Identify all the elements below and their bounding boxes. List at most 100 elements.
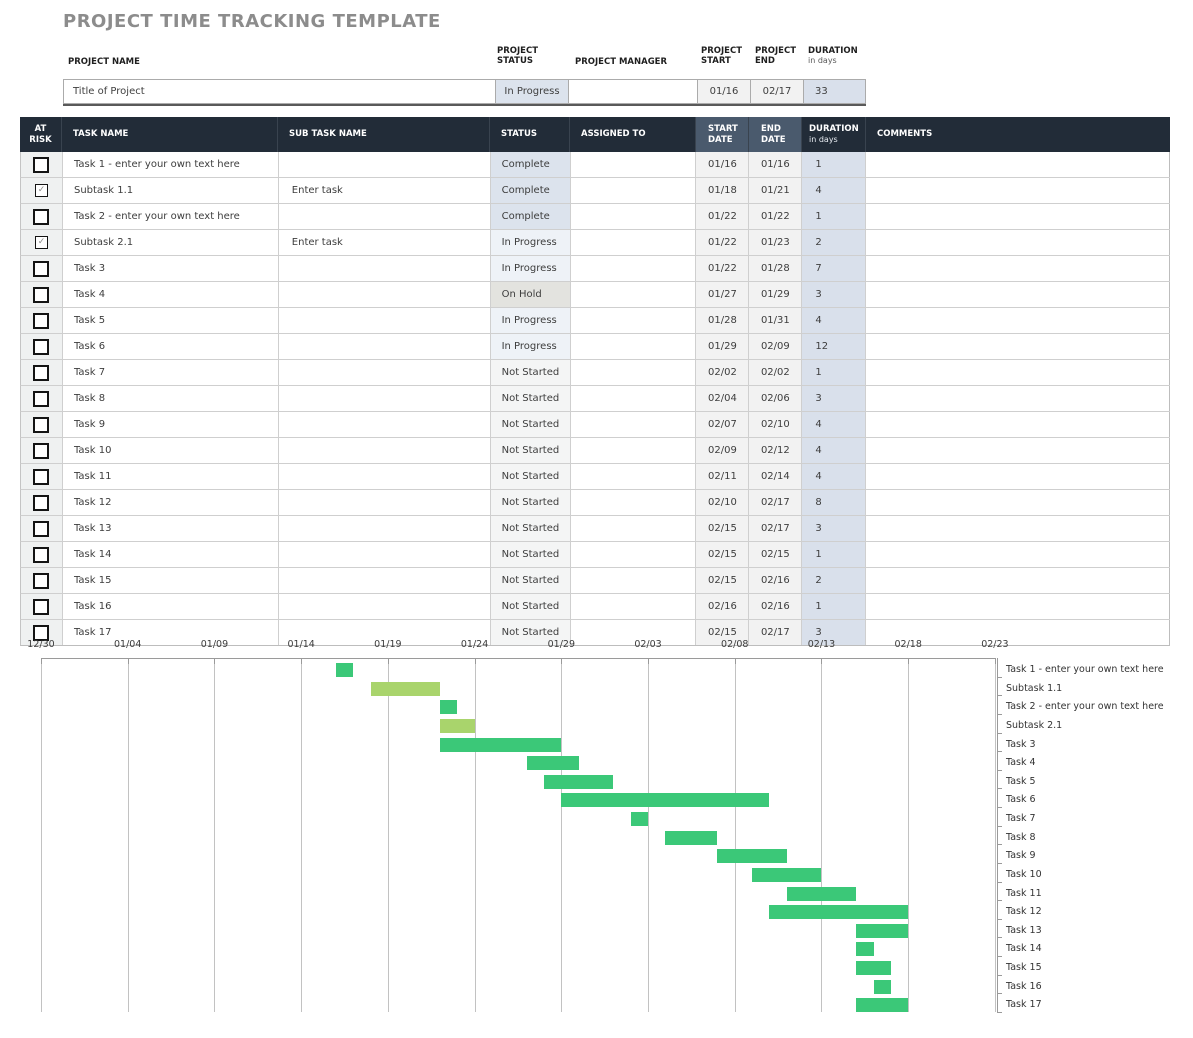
status-cell: Complete bbox=[490, 152, 571, 177]
comments-cell bbox=[866, 386, 1170, 411]
axis-tick-mark bbox=[475, 658, 476, 664]
gantt-bar bbox=[335, 663, 354, 677]
at-risk-checkbox[interactable] bbox=[33, 260, 50, 277]
start-date-cell: 01/22 bbox=[696, 256, 750, 281]
comments-cell bbox=[866, 152, 1170, 177]
axis-tick-label: 02/03 bbox=[634, 639, 662, 650]
task-name-cell: Task 6 bbox=[62, 334, 279, 359]
status-cell: Not Started bbox=[490, 620, 571, 645]
column-header-assigned-to: ASSIGNED TO bbox=[570, 117, 696, 152]
at-risk-checkbox[interactable] bbox=[33, 208, 50, 225]
start-date-cell: 01/16 bbox=[696, 152, 750, 177]
at-risk-checkbox[interactable] bbox=[33, 442, 50, 459]
at-risk-checkbox[interactable]: ✓ bbox=[34, 184, 48, 197]
comments-cell bbox=[866, 594, 1170, 619]
at-risk-checkbox[interactable] bbox=[33, 546, 50, 563]
status-cell: Complete bbox=[490, 178, 571, 203]
sub-task-name-cell bbox=[278, 412, 491, 437]
task-name-cell: Task 10 bbox=[62, 438, 279, 463]
gantt-bar bbox=[873, 979, 891, 994]
at-risk-cell: ✓ bbox=[21, 230, 63, 255]
sub-task-name-cell bbox=[278, 282, 491, 307]
end-date-cell: 01/29 bbox=[749, 282, 803, 307]
project-start-field[interactable]: 01/16 bbox=[697, 79, 750, 104]
end-date-cell: 02/15 bbox=[749, 542, 803, 567]
at-risk-checkbox[interactable] bbox=[33, 364, 50, 381]
task-name-cell: Task 14 bbox=[62, 542, 279, 567]
gantt-row-label: Task 12 bbox=[1006, 906, 1042, 918]
task-name-cell: Task 9 bbox=[62, 412, 279, 437]
gantt-label-tick-mark bbox=[997, 770, 1002, 771]
sub-task-name-cell bbox=[278, 490, 491, 515]
at-risk-cell bbox=[21, 282, 63, 307]
duration-cell: 3 bbox=[802, 620, 867, 645]
gantt-bar bbox=[752, 867, 822, 882]
gantt-label-tick-mark bbox=[997, 863, 1002, 864]
end-date-cell: 01/22 bbox=[749, 204, 803, 229]
project-end-field[interactable]: 02/17 bbox=[750, 79, 803, 104]
gantt-bar bbox=[769, 905, 909, 920]
at-risk-checkbox[interactable] bbox=[33, 468, 50, 485]
column-header-start-date: START DATE bbox=[696, 117, 749, 152]
table-row: Task 10 Not Started 02/09 02/12 4 bbox=[20, 438, 1170, 464]
at-risk-checkbox[interactable] bbox=[33, 624, 50, 641]
at-risk-checkbox[interactable]: ✓ bbox=[34, 236, 48, 249]
duration-header-sublabel: in days bbox=[809, 134, 838, 144]
gantt-row-label: Task 9 bbox=[1006, 850, 1036, 862]
assigned-to-cell bbox=[570, 620, 697, 645]
gantt-row-label: Subtask 2.1 bbox=[1006, 719, 1063, 731]
project-status-field[interactable]: In Progress bbox=[495, 79, 568, 104]
gantt-row-label: Task 1 - enter your own text here bbox=[1006, 664, 1164, 675]
table-row: Task 13 Not Started 02/15 02/17 3 bbox=[20, 516, 1170, 542]
at-risk-checkbox[interactable] bbox=[33, 286, 50, 303]
gantt-row-label: Task 14 bbox=[1006, 943, 1042, 955]
sub-task-name-cell bbox=[278, 542, 491, 567]
sub-task-name-cell bbox=[278, 308, 491, 333]
at-risk-cell bbox=[21, 464, 63, 489]
project-name-field[interactable]: Title of Project bbox=[63, 79, 495, 104]
column-header-at-risk: AT RISK bbox=[20, 117, 62, 152]
task-name-cell: Task 11 bbox=[62, 464, 279, 489]
project-manager-field[interactable] bbox=[568, 79, 697, 104]
axis-tick-mark bbox=[561, 658, 562, 664]
at-risk-cell bbox=[21, 204, 63, 229]
duration-cell: 4 bbox=[802, 412, 867, 437]
assigned-to-cell bbox=[570, 152, 697, 177]
assigned-to-cell bbox=[570, 178, 697, 203]
axis-tick-mark bbox=[648, 658, 649, 664]
gantt-gridline bbox=[301, 658, 302, 1012]
end-date-cell: 01/16 bbox=[749, 152, 803, 177]
task-name-cell: Task 2 - enter your own text here bbox=[62, 204, 279, 229]
project-duration-label: DURATION in days bbox=[808, 46, 868, 66]
duration-cell: 3 bbox=[802, 282, 867, 307]
start-date-cell: 01/29 bbox=[696, 334, 750, 359]
at-risk-checkbox[interactable] bbox=[33, 156, 50, 173]
duration-cell: 3 bbox=[802, 516, 867, 541]
comments-cell bbox=[866, 256, 1170, 281]
sub-task-name-cell bbox=[278, 334, 491, 359]
at-risk-checkbox[interactable] bbox=[33, 494, 50, 511]
at-risk-checkbox[interactable] bbox=[33, 520, 50, 537]
start-date-cell: 02/04 bbox=[696, 386, 750, 411]
at-risk-checkbox[interactable] bbox=[33, 390, 50, 407]
gantt-row-label: Task 4 bbox=[1006, 757, 1036, 769]
gantt-bar bbox=[439, 737, 562, 752]
assigned-to-cell bbox=[570, 360, 697, 385]
assigned-to-cell bbox=[570, 542, 697, 567]
at-risk-checkbox[interactable] bbox=[33, 338, 50, 355]
gantt-row-label: Task 11 bbox=[1006, 887, 1042, 899]
task-name-cell: Subtask 1.1 bbox=[62, 178, 279, 203]
end-date-cell: 02/02 bbox=[749, 360, 803, 385]
end-date-cell: 02/17 bbox=[749, 490, 803, 515]
at-risk-checkbox[interactable] bbox=[33, 572, 50, 589]
at-risk-checkbox[interactable] bbox=[33, 416, 50, 433]
at-risk-cell bbox=[21, 308, 63, 333]
duration-cell: 7 bbox=[802, 256, 867, 281]
duration-cell: 2 bbox=[802, 568, 867, 593]
gantt-gridline bbox=[908, 658, 909, 1012]
axis-tick-label: 12/30 bbox=[27, 639, 55, 650]
at-risk-checkbox[interactable] bbox=[33, 312, 50, 329]
at-risk-checkbox[interactable] bbox=[33, 598, 50, 615]
axis-tick-label: 02/13 bbox=[807, 639, 836, 650]
project-duration-field[interactable]: 33 bbox=[803, 79, 866, 104]
